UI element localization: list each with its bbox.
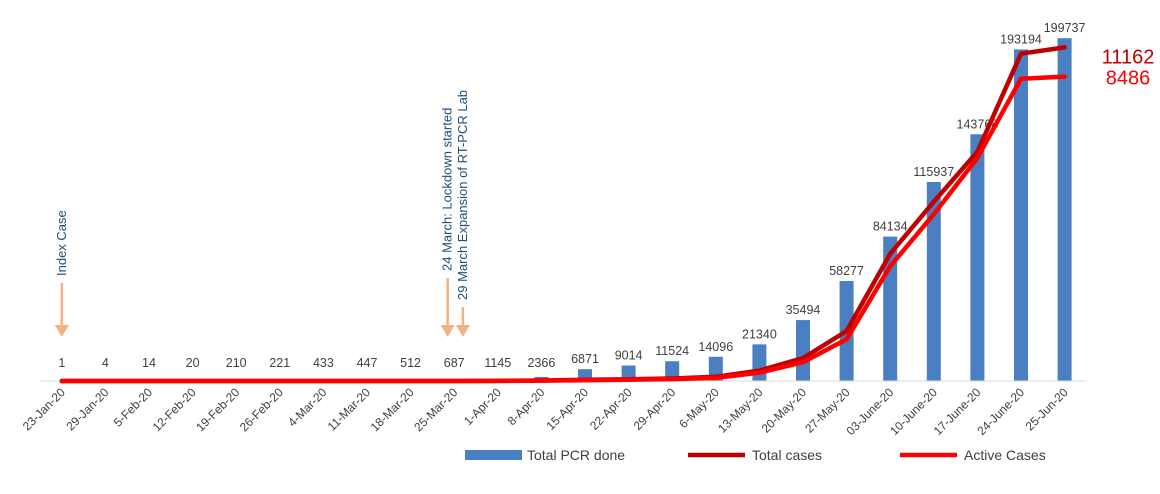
bar-24-June-20: [1014, 49, 1028, 382]
bar-data-label: 447: [357, 356, 378, 370]
x-tick-label: 13-May-20: [715, 385, 766, 436]
annotation-label: 29 March Expansion of RT-PCR Lab: [455, 90, 470, 300]
bar-data-label: 6871: [571, 352, 599, 366]
x-tick-label: 22-Apr-20: [587, 385, 635, 433]
legend-label: Active Cases: [964, 447, 1046, 463]
bar-data-label: 35494: [786, 303, 821, 317]
bar-data-label: 512: [400, 356, 421, 370]
annotation-arrow-head: [440, 325, 455, 337]
bar-data-label: 11524: [655, 344, 689, 358]
x-tick-label: 11-Mar-20: [325, 385, 374, 434]
bar-data-label: 210: [226, 356, 247, 370]
x-tick-label: 15-Apr-20: [543, 385, 591, 433]
bar-25-Jun-20: [1057, 38, 1072, 382]
x-tick-label: 25-Jun-20: [1023, 385, 1071, 433]
bar-data-label: 1: [58, 356, 65, 370]
bar-data-label: 14096: [698, 340, 733, 354]
bar-data-label: 433: [313, 356, 334, 370]
annotation-label: Index Case: [54, 210, 69, 276]
bar-data-label: 115937: [913, 165, 954, 179]
bar-data-label: 9014: [615, 349, 643, 363]
x-tick-label: 29-Apr-20: [631, 385, 679, 433]
bar-data-label: 1145: [484, 356, 511, 370]
x-tick-label: 4-Mar-20: [285, 385, 330, 430]
bar-data-label: 193194: [1000, 32, 1042, 46]
bar-15-Apr-20: [578, 369, 592, 381]
x-tick-label: 19-Feb-20: [193, 385, 242, 434]
bar-data-label: 4: [102, 356, 109, 370]
line-total-cases: [59, 45, 1067, 384]
bar-29-Apr-20: [665, 361, 680, 381]
bar-data-label: 687: [444, 356, 465, 370]
x-tick-label: 24-June-20: [974, 385, 1027, 438]
x-tick-label: 5-Feb-20: [111, 385, 156, 430]
bar-17-June-20: [970, 134, 985, 381]
bar-data-label: 14: [142, 356, 156, 370]
bar-data-label: 199737: [1044, 21, 1086, 35]
bar-10-June-20: [926, 182, 941, 381]
x-tick-label: 12-Feb-20: [150, 385, 199, 434]
bar-data-label: 58277: [829, 264, 864, 278]
x-tick-label: 1-Apr-20: [461, 385, 504, 428]
x-tick-label: 23-Jan-20: [20, 385, 68, 433]
annotation-label: 24 March: Lockdown started: [440, 108, 455, 271]
bar-20-May-20: [796, 320, 810, 381]
annotation-arrow-head: [54, 325, 69, 337]
x-tick-label: 20-May-20: [759, 385, 810, 436]
x-tick-label: 26-Feb-20: [237, 385, 286, 434]
line-active-cases: [59, 74, 1067, 384]
legend-label: Total cases: [752, 447, 822, 463]
x-tick-label: 29-Jan-20: [63, 385, 111, 433]
x-tick-label: 6-May-20: [676, 385, 722, 431]
bar-data-label: 84134: [873, 220, 908, 234]
line-end-label: 11162: [1102, 46, 1155, 68]
x-tick-label: 18-Mar-20: [368, 385, 417, 434]
x-tick-label: 25-Mar-20: [411, 385, 460, 434]
legend-label: Total PCR done: [527, 447, 625, 463]
annotation-arrow-head: [455, 325, 470, 337]
legend-swatch-bar: [465, 450, 522, 460]
bar-data-label: 21340: [742, 327, 777, 341]
bar-data-label: 20: [186, 356, 200, 370]
bar-data-label: 221: [269, 356, 290, 370]
x-tick-label: 8-Apr-20: [505, 385, 548, 428]
line-end-label: 8486: [1106, 68, 1151, 90]
bar-data-label: 2366: [527, 356, 555, 370]
